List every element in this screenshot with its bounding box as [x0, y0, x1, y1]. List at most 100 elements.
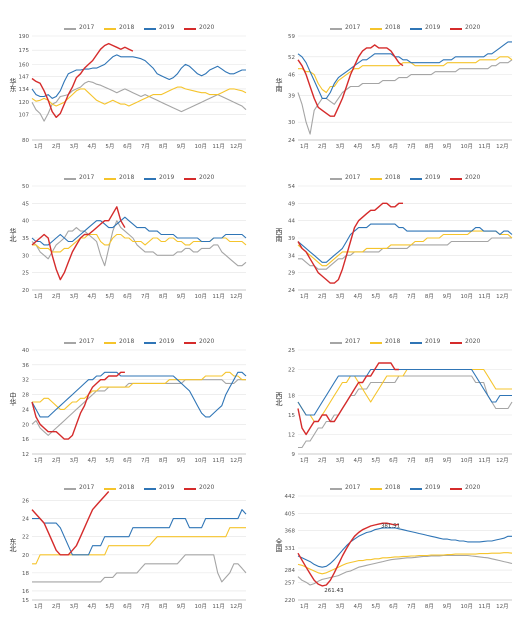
legend-swatch — [104, 28, 116, 30]
x-tick-label: 3月 — [70, 293, 79, 300]
y-tick-label: 34 — [288, 253, 295, 259]
y-tick-label: 40 — [22, 219, 29, 225]
x-tick-label: 2月 — [52, 293, 61, 300]
y-tick-label: 12 — [288, 433, 295, 439]
legend-swatch — [450, 28, 462, 30]
series-line-2020 — [297, 202, 403, 284]
x-tick-label: 1月 — [300, 603, 309, 610]
chart-panel-northwest: 2017 2018 2019 2020 西北 9 12 15 18 22 25 1月 2月 3月 4月 5月 6… — [270, 336, 516, 474]
x-tick-label: 9月 — [177, 603, 186, 610]
chart-panel-north: 2017 2018 2019 2020 华北 20 25 30 35 40 45 50 1月 2月 3月 4月… — [4, 172, 250, 310]
legend-label: 2018 — [119, 338, 135, 345]
legend-swatch — [410, 488, 422, 490]
x-tick-label: 9月 — [177, 457, 186, 464]
chart-svg: 20 25 30 35 40 45 50 1月 2月 3月 4月 5月 6月 7月 8月 9月 10月 11月 12… — [22, 184, 247, 300]
legend-swatch — [410, 342, 422, 344]
x-tick-label: 12月 — [230, 293, 243, 300]
y-tick-label: 18 — [22, 571, 29, 577]
x-tick-label: 11月 — [212, 293, 225, 300]
x-tick-label: 6月 — [389, 603, 398, 610]
chart-legend: 2017 2018 2019 2020 — [4, 172, 250, 184]
series-line-2018 — [31, 86, 247, 107]
x-tick-label: 4月 — [88, 143, 97, 150]
chart-svg: 15 16 18 20 22 24 26 1月 2月 3月 4月 5月 6月 7月 8月 9月 10月 11月 12… — [22, 491, 247, 610]
x-tick-label: 10月 — [461, 603, 474, 610]
series-line-2017 — [298, 375, 513, 449]
series-line-2017 — [31, 379, 246, 436]
legend-swatch — [144, 342, 156, 344]
legend-label: 2020 — [465, 484, 481, 491]
x-tick-label: 1月 — [34, 293, 43, 300]
y-tick-label: 22 — [22, 535, 29, 541]
series-line-2020 — [297, 522, 400, 587]
legend-label: 2020 — [199, 174, 215, 181]
series-line-2020 — [31, 206, 126, 281]
y-tick-label: 26 — [22, 499, 29, 505]
legend-label: 2017 — [79, 24, 95, 31]
legend-swatch — [184, 178, 196, 180]
x-tick-label: 8月 — [159, 293, 168, 300]
legend-swatch — [370, 28, 382, 30]
legend-swatch — [370, 488, 382, 490]
chart-svg: 220 257 284 331 368 405 442 1月 2月 3月 4月 5月 6月 7月 8月 9月 1… — [285, 494, 513, 610]
x-tick-label: 5月 — [105, 457, 114, 464]
x-tick-label: 11月 — [212, 457, 225, 464]
x-tick-label: 6月 — [123, 293, 132, 300]
y-tick-label: 28 — [22, 393, 29, 399]
legend-swatch — [370, 178, 382, 180]
x-tick-label: 4月 — [88, 293, 97, 300]
legend-label: 2020 — [199, 484, 215, 491]
y-tick-label: 50 — [22, 184, 29, 190]
x-tick-label: 12月 — [230, 457, 243, 464]
legend-label: 2017 — [345, 24, 361, 31]
legend-label: 2018 — [385, 484, 401, 491]
y-tick-label: 44 — [288, 219, 295, 225]
y-tick-label: 20 — [22, 553, 29, 559]
legend-swatch — [450, 342, 462, 344]
legend-label: 2017 — [345, 174, 361, 181]
x-tick-label: 7月 — [407, 603, 416, 610]
y-tick-label: 59 — [288, 34, 295, 40]
chart-panel-south: 2017 2018 2019 2020 华南 24 30 39 46 52 59 1月 2月 3月 4月 5月… — [270, 22, 516, 160]
x-tick-label: 8月 — [159, 143, 168, 150]
y-tick-label: 160 — [19, 62, 30, 68]
x-tick-label: 10月 — [461, 293, 474, 300]
y-tick-label: 442 — [285, 494, 296, 500]
legend-swatch — [450, 488, 462, 490]
x-tick-label: 5月 — [105, 293, 114, 300]
legend-swatch — [410, 28, 422, 30]
x-tick-label: 3月 — [70, 603, 79, 610]
legend-label: 2018 — [385, 24, 401, 31]
x-tick-label: 8月 — [159, 603, 168, 610]
chart-panel-east: 2017 2018 2019 2020 华东 80 107 120 134 147 160 175 19… — [4, 22, 250, 160]
legend-swatch — [64, 178, 76, 180]
y-tick-label: 30 — [288, 120, 295, 126]
x-tick-label: 11月 — [478, 603, 491, 610]
y-axis-label: 华东 — [9, 78, 17, 92]
y-tick-label: 107 — [19, 112, 30, 118]
x-tick-label: 7月 — [141, 143, 150, 150]
legend-swatch — [330, 342, 342, 344]
y-tick-label: 25 — [22, 271, 29, 277]
x-tick-label: 3月 — [70, 457, 79, 464]
series-line-2019 — [297, 41, 512, 99]
x-tick-label: 12月 — [496, 293, 509, 300]
chart-svg: 9 12 15 18 22 25 1月 2月 3月 4月 5月 6月 7月 8月 9月 10月 11月 12月 — [288, 348, 513, 464]
chart-panel-northeast: 2017 2018 2019 2020 东北 15 16 18 20 22 24 26 1月 2月 3月 4月… — [4, 482, 250, 620]
annotation-min: 261.43 — [324, 588, 344, 594]
legend-swatch — [450, 178, 462, 180]
x-tick-label: 7月 — [141, 293, 150, 300]
y-axis-label: 东北 — [9, 538, 17, 552]
x-tick-label: 2月 — [52, 143, 61, 150]
x-tick-label: 9月 — [443, 293, 452, 300]
legend-swatch — [104, 488, 116, 490]
y-tick-label: 190 — [19, 34, 30, 40]
series-line-2017 — [31, 220, 247, 267]
x-tick-label: 11月 — [478, 143, 491, 150]
legend-label: 2019 — [425, 174, 441, 181]
x-tick-label: 3月 — [70, 143, 79, 150]
y-tick-label: 16 — [22, 589, 29, 595]
x-tick-label: 3月 — [336, 603, 345, 610]
y-tick-label: 80 — [22, 138, 29, 144]
